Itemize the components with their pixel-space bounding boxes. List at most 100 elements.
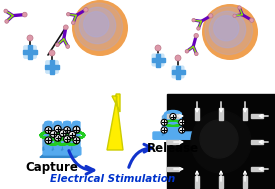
- Circle shape: [73, 137, 80, 144]
- FancyBboxPatch shape: [64, 122, 71, 149]
- Circle shape: [4, 9, 8, 13]
- Polygon shape: [107, 94, 123, 150]
- Circle shape: [45, 127, 52, 134]
- Circle shape: [192, 19, 195, 22]
- Bar: [195, 176, 199, 188]
- FancyBboxPatch shape: [164, 113, 182, 133]
- Circle shape: [233, 14, 236, 18]
- FancyBboxPatch shape: [171, 65, 185, 79]
- FancyArrowPatch shape: [174, 115, 183, 117]
- Bar: [219, 108, 223, 120]
- Circle shape: [73, 126, 80, 133]
- Circle shape: [84, 8, 88, 12]
- Circle shape: [161, 127, 167, 133]
- Polygon shape: [40, 154, 80, 157]
- Circle shape: [161, 119, 167, 125]
- Circle shape: [185, 50, 189, 53]
- Circle shape: [72, 0, 128, 56]
- Bar: [195, 108, 199, 120]
- Circle shape: [197, 27, 200, 30]
- Bar: [172, 70, 185, 74]
- FancyArrowPatch shape: [220, 171, 222, 181]
- Bar: [176, 66, 180, 78]
- Circle shape: [49, 50, 55, 56]
- Bar: [45, 65, 59, 69]
- Circle shape: [50, 131, 57, 137]
- Polygon shape: [43, 122, 45, 151]
- Bar: [167, 167, 179, 171]
- Circle shape: [22, 12, 27, 17]
- Bar: [156, 53, 160, 67]
- FancyArrowPatch shape: [220, 102, 222, 112]
- Circle shape: [75, 3, 123, 50]
- Circle shape: [179, 127, 185, 133]
- FancyArrowPatch shape: [244, 171, 246, 181]
- Circle shape: [209, 14, 213, 18]
- Polygon shape: [52, 122, 55, 151]
- Circle shape: [194, 33, 198, 38]
- Circle shape: [195, 52, 198, 56]
- Circle shape: [5, 19, 9, 23]
- FancyBboxPatch shape: [45, 60, 59, 74]
- Bar: [243, 176, 247, 188]
- Ellipse shape: [73, 121, 79, 124]
- Bar: [251, 114, 263, 118]
- Polygon shape: [62, 122, 64, 151]
- FancyArrowPatch shape: [196, 171, 198, 181]
- Bar: [50, 60, 54, 74]
- FancyBboxPatch shape: [23, 45, 37, 59]
- FancyBboxPatch shape: [152, 53, 164, 67]
- Polygon shape: [163, 114, 165, 136]
- Ellipse shape: [64, 121, 70, 124]
- Circle shape: [175, 55, 181, 61]
- FancyBboxPatch shape: [153, 132, 193, 139]
- Ellipse shape: [200, 120, 238, 158]
- FancyBboxPatch shape: [73, 122, 80, 149]
- Bar: [167, 140, 179, 144]
- FancyBboxPatch shape: [43, 147, 81, 155]
- Text: Capture: Capture: [26, 161, 78, 174]
- Bar: [152, 58, 164, 62]
- Circle shape: [214, 16, 239, 41]
- Circle shape: [205, 7, 252, 55]
- FancyArrowPatch shape: [174, 141, 183, 143]
- Circle shape: [64, 127, 70, 134]
- Bar: [251, 167, 263, 171]
- Circle shape: [84, 12, 109, 37]
- Bar: [23, 50, 37, 54]
- Circle shape: [170, 113, 176, 120]
- Polygon shape: [71, 122, 73, 151]
- Circle shape: [66, 45, 70, 48]
- Bar: [219, 176, 223, 188]
- FancyArrowPatch shape: [259, 115, 268, 117]
- Bar: [28, 45, 32, 59]
- Bar: [243, 108, 247, 120]
- Bar: [167, 114, 179, 118]
- Circle shape: [250, 18, 254, 22]
- Circle shape: [54, 125, 61, 132]
- FancyBboxPatch shape: [45, 122, 52, 149]
- Text: Release: Release: [147, 142, 199, 154]
- Ellipse shape: [165, 111, 181, 117]
- Circle shape: [79, 7, 116, 44]
- Circle shape: [64, 25, 68, 30]
- FancyArrowPatch shape: [259, 168, 268, 170]
- Circle shape: [202, 4, 258, 60]
- FancyArrowPatch shape: [174, 168, 183, 170]
- FancyArrowPatch shape: [259, 141, 268, 143]
- Ellipse shape: [45, 121, 51, 124]
- Bar: [251, 140, 263, 144]
- Circle shape: [209, 11, 246, 48]
- FancyArrowPatch shape: [244, 102, 246, 112]
- Circle shape: [72, 21, 75, 25]
- Circle shape: [56, 43, 59, 47]
- Circle shape: [155, 45, 161, 51]
- Circle shape: [45, 137, 52, 144]
- Circle shape: [179, 119, 185, 125]
- FancyArrowPatch shape: [129, 144, 152, 167]
- Ellipse shape: [191, 111, 251, 173]
- Circle shape: [54, 134, 61, 141]
- Bar: [167, 94, 275, 189]
- Ellipse shape: [55, 121, 61, 124]
- FancyBboxPatch shape: [54, 122, 61, 149]
